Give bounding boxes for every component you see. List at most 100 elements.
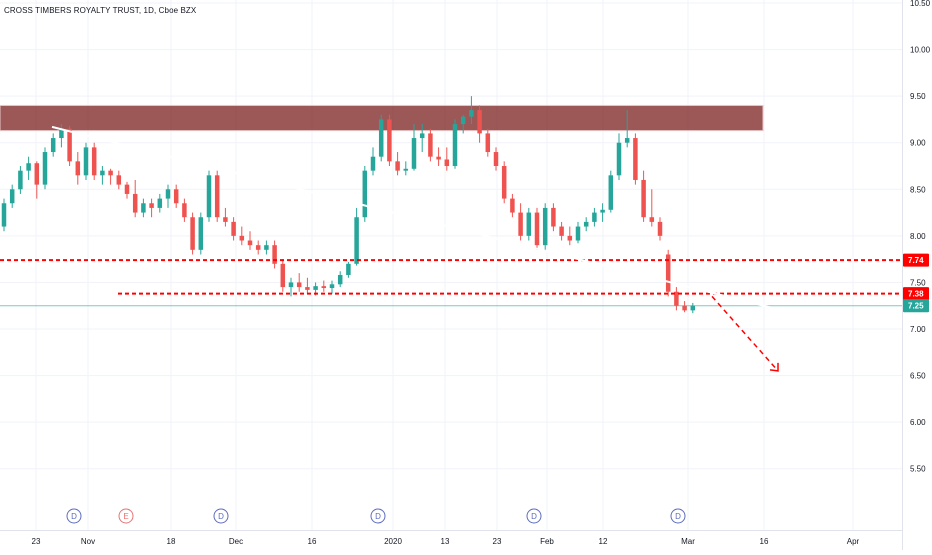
candle[interactable] — [411, 124, 417, 171]
candle[interactable] — [83, 142, 89, 180]
candle[interactable] — [624, 110, 630, 148]
candle[interactable] — [551, 203, 556, 232]
candle[interactable] — [100, 166, 105, 185]
candle[interactable] — [214, 170, 220, 222]
candle[interactable] — [305, 277, 310, 294]
candle[interactable] — [436, 147, 441, 166]
candle[interactable] — [124, 181, 130, 199]
descending-trendline[interactable] — [51, 125, 772, 309]
candle[interactable] — [534, 207, 540, 250]
candle[interactable] — [165, 184, 171, 208]
candle[interactable] — [633, 133, 638, 185]
candle[interactable] — [575, 221, 581, 244]
candle[interactable] — [510, 193, 515, 218]
candle[interactable] — [50, 133, 56, 157]
candle[interactable] — [657, 217, 663, 241]
candle[interactable] — [419, 124, 425, 153]
candle[interactable] — [255, 240, 261, 255]
candle[interactable] — [649, 189, 655, 227]
candle[interactable] — [362, 166, 368, 222]
candle[interactable] — [264, 240, 269, 255]
candle[interactable] — [387, 114, 392, 166]
candle[interactable] — [501, 161, 507, 204]
candle[interactable] — [91, 142, 97, 180]
candle[interactable] — [321, 280, 327, 292]
price-label-7-38[interactable]: 7.38 — [903, 287, 929, 301]
candle[interactable] — [592, 207, 597, 227]
candle[interactable] — [428, 128, 433, 162]
candle[interactable] — [583, 217, 589, 232]
candle[interactable] — [190, 212, 195, 255]
candle[interactable] — [460, 114, 466, 134]
candle[interactable] — [296, 273, 302, 292]
candle[interactable] — [329, 280, 335, 294]
candle[interactable] — [75, 152, 81, 185]
candle[interactable] — [26, 156, 31, 180]
candle[interactable] — [665, 249, 671, 297]
candle[interactable] — [42, 147, 48, 190]
dividend-marker[interactable]: D — [213, 508, 229, 524]
candle[interactable] — [567, 226, 573, 246]
candle[interactable] — [337, 271, 343, 288]
price-label-7-25[interactable]: 7.25 — [903, 299, 929, 313]
candle[interactable] — [18, 166, 23, 194]
candle[interactable] — [395, 152, 400, 176]
candle[interactable] — [34, 161, 40, 199]
price-label-7-74[interactable]: 7.74 — [903, 253, 929, 267]
dividend-marker[interactable]: D — [370, 508, 386, 524]
projection-arrow[interactable] — [711, 295, 779, 372]
dividend-marker[interactable]: D — [670, 508, 686, 524]
candle[interactable] — [559, 221, 564, 241]
candle[interactable] — [370, 147, 376, 176]
candle[interactable] — [141, 198, 146, 218]
dividend-marker[interactable]: D — [526, 508, 542, 524]
dividend-marker[interactable]: D — [66, 508, 82, 524]
candle[interactable] — [67, 125, 72, 166]
candle[interactable] — [378, 114, 384, 162]
candle[interactable] — [452, 119, 458, 169]
candle[interactable] — [59, 124, 64, 148]
earnings-marker[interactable]: E — [118, 508, 134, 524]
candle[interactable] — [288, 277, 294, 297]
candle[interactable] — [346, 261, 351, 278]
candle-body — [18, 170, 23, 190]
candle[interactable] — [149, 198, 154, 218]
candle[interactable] — [444, 147, 450, 171]
candle[interactable] — [600, 203, 605, 222]
candle[interactable] — [132, 179, 138, 218]
candle[interactable] — [485, 128, 491, 157]
candle[interactable] — [223, 207, 228, 227]
time-tick-label: 13 — [441, 537, 450, 546]
candle[interactable] — [690, 302, 696, 314]
candle[interactable] — [1, 198, 7, 232]
candle[interactable] — [247, 231, 253, 250]
candle[interactable] — [469, 96, 474, 125]
candle[interactable] — [231, 217, 236, 241]
candle[interactable] — [493, 147, 499, 171]
candle[interactable] — [674, 287, 679, 311]
candle[interactable] — [116, 170, 122, 190]
candle[interactable] — [477, 105, 482, 143]
candle[interactable] — [354, 207, 359, 266]
candle[interactable] — [280, 259, 286, 292]
candle[interactable] — [682, 301, 687, 313]
candle[interactable] — [108, 168, 113, 185]
candle[interactable] — [206, 170, 212, 222]
candle[interactable] — [272, 240, 277, 269]
candle[interactable] — [616, 133, 622, 180]
price-tick-label: 8.50 — [910, 185, 926, 194]
candle[interactable] — [9, 184, 15, 208]
candle[interactable] — [182, 198, 187, 222]
candle[interactable] — [526, 207, 532, 241]
candle[interactable] — [641, 170, 646, 222]
candle[interactable] — [518, 203, 523, 241]
candle[interactable] — [239, 226, 245, 246]
candle[interactable] — [608, 170, 614, 213]
candle[interactable] — [198, 212, 204, 255]
candle[interactable] — [173, 184, 179, 208]
candle[interactable] — [157, 193, 163, 213]
candle[interactable] — [403, 161, 409, 176]
candle[interactable] — [542, 203, 548, 250]
